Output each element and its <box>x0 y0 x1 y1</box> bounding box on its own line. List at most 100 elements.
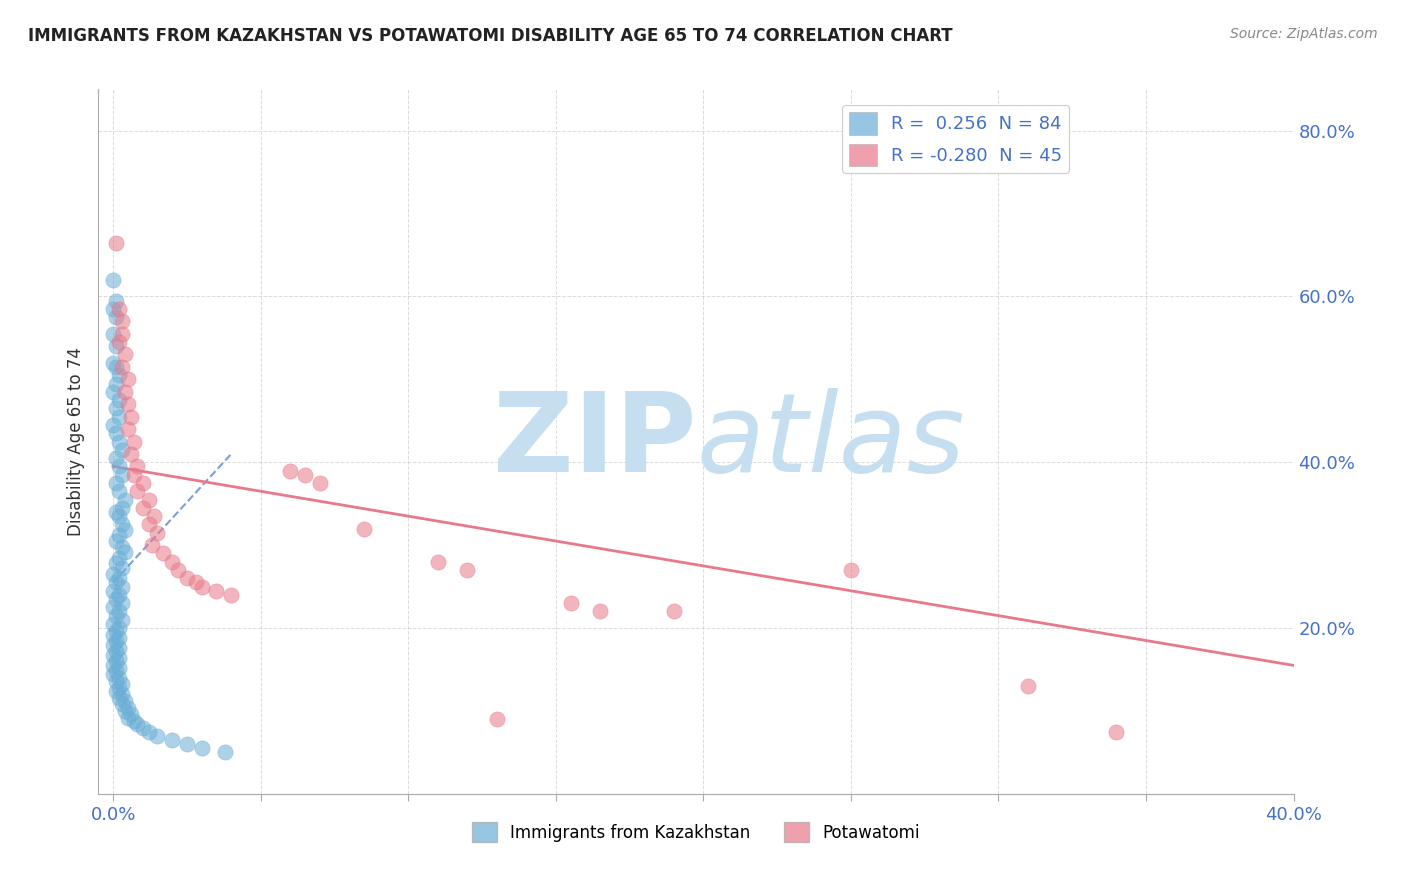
Point <box>131 721 153 735</box>
Point <box>117 372 139 386</box>
Point <box>101 567 124 582</box>
Point <box>122 467 145 482</box>
Point <box>101 628 124 642</box>
Point <box>108 393 131 408</box>
Y-axis label: Disability Age 65 to 74: Disability Age 65 to 74 <box>66 347 84 536</box>
Point <box>111 698 134 712</box>
Point <box>111 517 134 532</box>
Point <box>108 571 131 585</box>
Point <box>1105 724 1128 739</box>
Point <box>117 422 139 436</box>
Point <box>120 707 142 722</box>
Point <box>138 492 160 507</box>
Point <box>114 704 136 718</box>
Point <box>114 347 136 361</box>
Point <box>111 467 134 482</box>
Point <box>108 509 131 524</box>
Point <box>167 563 190 577</box>
Point <box>108 528 131 542</box>
Point <box>108 671 131 685</box>
Point <box>111 687 134 701</box>
Point <box>589 605 612 619</box>
Point <box>105 401 128 416</box>
Point <box>111 613 134 627</box>
Point <box>101 583 124 598</box>
Point <box>485 712 508 726</box>
Point <box>125 717 148 731</box>
Point <box>138 517 160 532</box>
Point <box>190 741 212 756</box>
Point <box>120 409 142 424</box>
Point <box>105 664 128 678</box>
Text: IMMIGRANTS FROM KAZAKHSTAN VS POTAWATOMI DISABILITY AGE 65 TO 74 CORRELATION CHA: IMMIGRANTS FROM KAZAKHSTAN VS POTAWATOMI… <box>28 27 953 45</box>
Point <box>108 301 131 316</box>
Point <box>108 681 131 695</box>
Point <box>105 644 128 658</box>
Point <box>111 500 134 515</box>
Point <box>101 273 124 287</box>
Point <box>111 561 134 575</box>
Point <box>105 235 128 250</box>
Point <box>108 368 131 383</box>
Point <box>101 384 124 399</box>
Point <box>105 451 128 466</box>
Point <box>560 596 582 610</box>
Point <box>101 301 124 316</box>
Point <box>114 523 136 537</box>
Point <box>105 654 128 668</box>
Point <box>111 326 134 341</box>
Point <box>108 434 131 449</box>
Point <box>108 661 131 675</box>
Point <box>111 359 134 374</box>
Point <box>111 677 134 691</box>
Text: atlas: atlas <box>696 388 965 495</box>
Point <box>108 631 131 645</box>
Point <box>101 648 124 662</box>
Point <box>105 575 128 590</box>
Point <box>138 724 160 739</box>
Point <box>294 467 316 482</box>
Point <box>101 326 124 341</box>
Point <box>662 605 685 619</box>
Point <box>105 592 128 607</box>
Point <box>101 417 124 432</box>
Point <box>108 651 131 665</box>
Point <box>105 557 128 571</box>
Point <box>108 334 131 349</box>
Point <box>122 714 145 728</box>
Point <box>1017 679 1039 693</box>
Legend: Immigrants from Kazakhstan, Potawatomi: Immigrants from Kazakhstan, Potawatomi <box>465 815 927 849</box>
Point <box>105 674 128 689</box>
Point <box>101 638 124 652</box>
Point <box>117 700 139 714</box>
Point <box>125 459 148 474</box>
Point <box>105 684 128 698</box>
Point <box>108 459 131 474</box>
Point <box>122 434 145 449</box>
Point <box>105 359 128 374</box>
Point <box>131 500 153 515</box>
Point <box>146 525 169 540</box>
Point <box>105 376 128 391</box>
Point <box>111 596 134 610</box>
Point <box>105 608 128 623</box>
Point <box>131 475 153 490</box>
Point <box>219 588 242 602</box>
Point <box>456 563 478 577</box>
Point <box>105 426 128 441</box>
Point <box>108 640 131 655</box>
Point <box>117 397 139 411</box>
Point <box>120 447 142 461</box>
Point <box>108 550 131 565</box>
Point <box>111 314 134 328</box>
Point <box>114 384 136 399</box>
Point <box>105 624 128 639</box>
Point <box>105 534 128 549</box>
Point <box>105 475 128 490</box>
Point <box>160 555 183 569</box>
Point <box>108 588 131 602</box>
Point <box>184 575 207 590</box>
Point <box>111 580 134 594</box>
Point <box>111 442 134 457</box>
Point <box>143 509 166 524</box>
